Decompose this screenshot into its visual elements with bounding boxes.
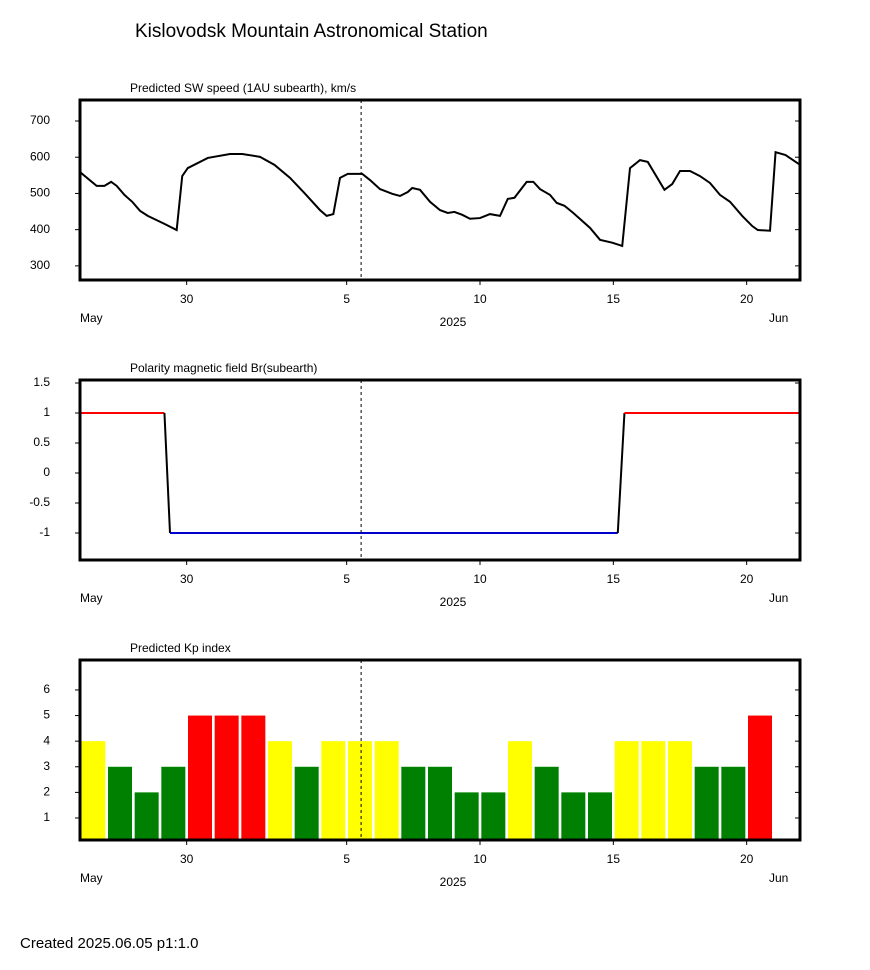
x-axis-label: 2025	[440, 595, 467, 609]
bar	[428, 766, 452, 840]
bar	[454, 792, 479, 840]
x-tick-label: 15	[607, 572, 621, 586]
x-tick-label: 5	[343, 852, 350, 866]
bar	[294, 766, 319, 840]
footer: Created 2025.06.05 p1:1.0	[20, 935, 198, 952]
bar	[108, 766, 132, 840]
bar	[81, 741, 106, 840]
x-month-label: Jun	[769, 311, 788, 325]
bar	[561, 792, 586, 840]
line	[79, 150, 801, 248]
bar	[401, 766, 426, 840]
x-tick-label: 20	[740, 572, 754, 586]
x-tick-label: 15	[607, 852, 621, 866]
chart-title: Predicted Kp index	[130, 641, 231, 655]
bar	[374, 741, 399, 840]
x-tick-label: 10	[473, 292, 487, 306]
bar	[161, 766, 186, 840]
bar	[188, 715, 212, 840]
y-tick-label: 0	[43, 465, 50, 479]
bar	[534, 766, 559, 840]
x-tick-label: 10	[473, 572, 487, 586]
x-tick-label: 30	[180, 572, 194, 586]
bar	[668, 741, 692, 840]
y-tick-label: -0.5	[29, 495, 50, 509]
plot-frame	[78, 98, 802, 282]
bar	[694, 766, 719, 840]
x-month-label: Jun	[769, 591, 788, 605]
bar	[508, 741, 532, 840]
plot-frame	[78, 658, 802, 842]
bar	[321, 741, 346, 840]
bar	[748, 715, 772, 840]
bar	[348, 741, 372, 840]
line-segment	[163, 412, 171, 534]
x-tick-label: 30	[180, 292, 194, 306]
bar	[614, 741, 639, 840]
y-tick-label: 1	[43, 810, 50, 824]
x-axis-label: 2025	[440, 875, 467, 889]
y-tick-label: 4	[43, 733, 50, 747]
y-tick-label: 500	[30, 186, 50, 200]
y-tick-label: 3	[43, 759, 50, 773]
bar	[241, 715, 266, 840]
bar	[134, 792, 159, 840]
x-axis-label: 2025	[440, 315, 467, 329]
bar	[214, 715, 239, 840]
x-tick-label: 10	[473, 852, 487, 866]
x-tick-label: 5	[343, 292, 350, 306]
line-segment	[616, 412, 626, 534]
y-tick-label: 400	[30, 222, 50, 236]
chart-title: Polarity magnetic field Br(subearth)	[130, 361, 317, 375]
y-tick-label: 700	[30, 113, 50, 127]
y-tick-label: -1	[39, 525, 50, 539]
bar	[588, 792, 612, 840]
x-tick-label: 5	[343, 572, 350, 586]
y-tick-label: 300	[30, 258, 50, 272]
x-month-label: May	[80, 871, 103, 885]
plot-frame	[78, 378, 802, 562]
chart-title: Predicted SW speed (1AU subearth), km/s	[130, 81, 356, 95]
y-tick-label: 0.5	[33, 435, 50, 449]
x-tick-label: 15	[607, 292, 621, 306]
y-tick-label: 2	[43, 785, 50, 799]
bar	[641, 741, 666, 840]
x-tick-label: 30	[180, 852, 194, 866]
x-tick-label: 20	[740, 292, 754, 306]
bar	[481, 792, 506, 840]
x-month-label: May	[80, 311, 103, 325]
y-tick-label: 5	[43, 708, 50, 722]
x-month-label: Jun	[769, 871, 788, 885]
x-tick-label: 20	[740, 852, 754, 866]
bar	[268, 741, 292, 840]
bar	[721, 766, 746, 840]
y-tick-label: 6	[43, 682, 50, 696]
y-tick-label: 1.5	[33, 375, 50, 389]
y-tick-label: 1	[43, 405, 50, 419]
x-month-label: May	[80, 591, 103, 605]
page-title: Kislovodsk Mountain Astronomical Station	[135, 21, 488, 42]
y-tick-label: 600	[30, 149, 50, 163]
